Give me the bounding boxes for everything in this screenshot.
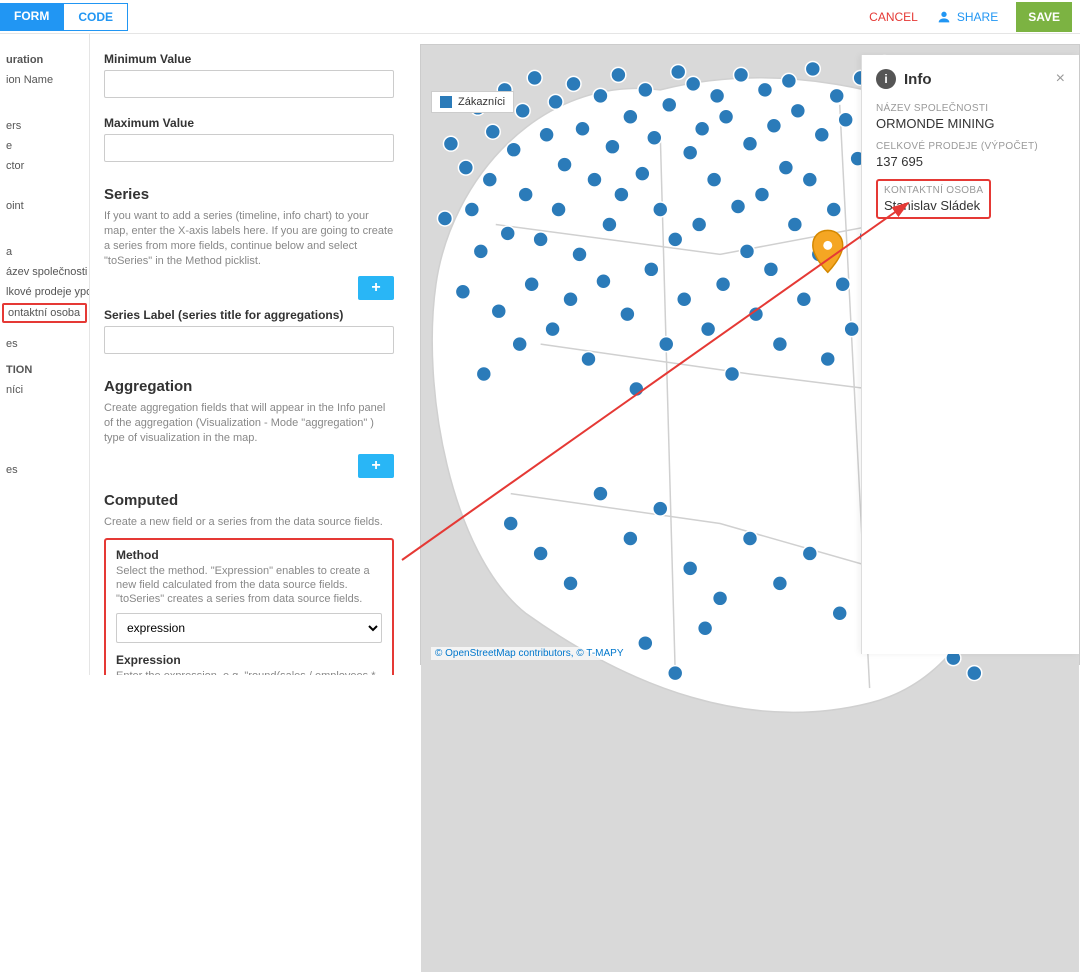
series-desc: If you want to add a series (timeline, i… xyxy=(104,209,394,268)
add-series-button[interactable]: + xyxy=(358,276,394,300)
save-button[interactable]: SAVE xyxy=(1016,2,1072,32)
sidebar-item[interactable]: es xyxy=(0,460,89,480)
expression-label: Expression xyxy=(116,653,382,667)
info-sales-label: CELKOVÉ PRODEJE (VÝPOČET) xyxy=(876,141,1065,152)
add-aggregation-button[interactable]: + xyxy=(358,454,394,478)
info-sales-value: 137 695 xyxy=(876,154,1065,169)
info-title: Info xyxy=(904,71,932,88)
info-contact-value: Stanislav Sládek xyxy=(884,198,983,213)
max-value-label: Maximum Value xyxy=(104,116,394,130)
aggregation-desc: Create aggregation fields that will appe… xyxy=(104,401,394,446)
info-panel: i Info × NÁZEV SPOLEČNOSTI ORMONDE MININ… xyxy=(861,55,1079,654)
info-contact-highlight: KONTAKTNÍ OSOBA Stanislav Sládek xyxy=(876,179,991,219)
series-label-label: Series Label (series title for aggregati… xyxy=(104,308,394,322)
main: uration ion Name ers e ctor oint a ázev … xyxy=(0,34,1080,675)
sidebar-item[interactable]: oint xyxy=(0,196,89,216)
sidebar-item-highlighted[interactable]: ontaktní osoba xyxy=(2,303,87,323)
share-label: SHARE xyxy=(957,10,998,24)
min-value-input[interactable] xyxy=(104,70,394,98)
info-header: i Info × xyxy=(876,69,1065,89)
tabs: FORM CODE xyxy=(0,3,128,31)
topbar: FORM CODE CANCEL SHARE SAVE xyxy=(0,0,1080,34)
info-company-value: ORMONDE MINING xyxy=(876,116,1065,131)
expression-desc: Enter the expression, e.g. "round(sales … xyxy=(116,669,382,675)
sidebar: uration ion Name ers e ctor oint a ázev … xyxy=(0,34,90,675)
method-select[interactable]: expression xyxy=(116,613,382,643)
info-company-label: NÁZEV SPOLEČNOSTI xyxy=(876,103,1065,114)
min-value-label: Minimum Value xyxy=(104,52,394,66)
map-attribution: © OpenStreetMap contributors, © T-MAPY xyxy=(431,647,628,660)
sidebar-item[interactable]: ion Name xyxy=(0,70,89,90)
sidebar-item[interactable]: lkové prodeje ypočet) xyxy=(0,282,89,302)
legend-label: Zákazníci xyxy=(458,96,505,108)
sidebar-item[interactable]: e xyxy=(0,136,89,156)
sidebar-item[interactable]: ers xyxy=(0,116,89,136)
series-heading: Series xyxy=(104,186,394,203)
tab-code[interactable]: CODE xyxy=(63,3,128,31)
info-icon: i xyxy=(876,69,896,89)
legend-swatch xyxy=(440,96,452,108)
computed-desc: Create a new field or a series from the … xyxy=(104,515,394,530)
sidebar-item[interactable]: a xyxy=(0,242,89,262)
max-value-input[interactable] xyxy=(104,134,394,162)
map-frame[interactable]: + − Zákazníci © OpenStreetMap contributo… xyxy=(420,44,1080,665)
form-panel: Minimum Value Maximum Value Series If yo… xyxy=(90,34,408,675)
sidebar-item[interactable]: es xyxy=(0,334,89,354)
method-desc: Select the method. "Expression" enables … xyxy=(116,564,382,607)
info-close-button[interactable]: × xyxy=(1056,70,1065,88)
top-actions: CANCEL SHARE SAVE xyxy=(869,2,1080,32)
sidebar-section: TION xyxy=(0,354,89,380)
map-area: + − Zákazníci © OpenStreetMap contributo… xyxy=(408,34,1080,675)
person-icon xyxy=(936,9,952,25)
aggregation-heading: Aggregation xyxy=(104,378,394,395)
computed-heading: Computed xyxy=(104,492,394,509)
tab-form[interactable]: FORM xyxy=(0,3,63,31)
computed-highlight-box: Method Select the method. "Expression" e… xyxy=(104,538,394,675)
info-contact-label: KONTAKTNÍ OSOBA xyxy=(884,185,983,196)
sidebar-item[interactable]: ázev společnosti xyxy=(0,262,89,282)
sidebar-item[interactable]: ctor xyxy=(0,156,89,176)
series-label-input[interactable] xyxy=(104,326,394,354)
method-label: Method xyxy=(116,548,382,562)
share-button[interactable]: SHARE xyxy=(936,9,998,25)
sidebar-item[interactable]: níci xyxy=(0,380,89,400)
sidebar-section: uration xyxy=(0,44,89,70)
map-legend: Zákazníci xyxy=(431,91,514,113)
cancel-button[interactable]: CANCEL xyxy=(869,10,918,24)
